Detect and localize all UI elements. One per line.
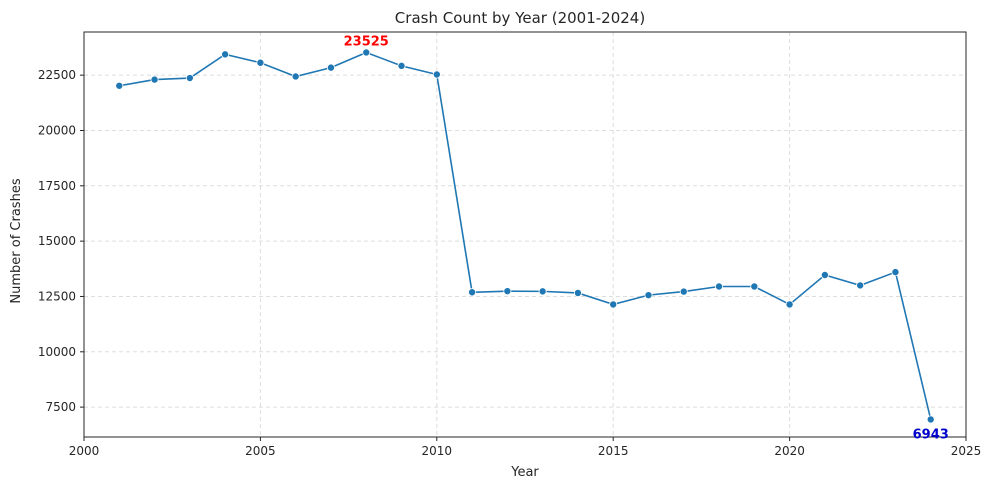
series-line-group: [119, 51, 932, 420]
data-point: [926, 415, 935, 424]
x-axis-label: Year: [510, 465, 539, 480]
data-point: [644, 291, 653, 300]
annotations: 23525 6943: [344, 34, 949, 442]
data-point: [503, 287, 512, 296]
y-tick-label: 10000: [38, 345, 76, 359]
data-point: [715, 282, 724, 291]
data-point: [397, 61, 406, 70]
data-point: [362, 48, 371, 57]
x-tick-label: 2015: [598, 444, 629, 458]
y-tick-label: 17500: [38, 179, 76, 193]
data-point: [256, 58, 265, 67]
data-label: 23525: [344, 34, 389, 49]
data-point: [468, 288, 477, 297]
y-tick-label: 15000: [38, 234, 76, 248]
y-axis-label: Number of Crashes: [9, 178, 24, 303]
y-tick-label: 22500: [38, 68, 76, 82]
data-point: [750, 282, 759, 291]
x-tick-label: 2005: [245, 444, 276, 458]
y-axis-ticks: 7500 10000 12500 15000 17500 20000 22500: [38, 68, 84, 414]
data-point: [150, 75, 159, 84]
data-point: [291, 72, 300, 81]
y-tick-label: 12500: [38, 289, 76, 303]
x-tick-label: 2020: [774, 444, 805, 458]
x-tick-label: 2000: [69, 444, 100, 458]
plot-area-frame: [83, 31, 967, 438]
data-point: [891, 268, 900, 277]
data-label: 6943: [913, 427, 949, 442]
series-markers: [115, 48, 935, 424]
x-axis-ticks: 2000 2005 2010 2015 2020 2025: [69, 437, 982, 458]
chart-title: Crash Count by Year (2001-2024): [395, 9, 645, 27]
x-tick-label: 2025: [951, 444, 982, 458]
data-point: [573, 288, 582, 297]
y-tick-label: 20000: [38, 123, 76, 137]
data-point: [221, 50, 230, 59]
data-point: [326, 63, 335, 72]
data-point: [538, 287, 547, 296]
data-point: [609, 300, 618, 309]
data-point: [785, 300, 794, 309]
data-point: [185, 74, 194, 83]
data-point: [856, 281, 865, 290]
data-point: [679, 287, 688, 296]
x-tick-label: 2010: [422, 444, 453, 458]
data-point: [115, 81, 124, 90]
series-line: [119, 51, 932, 420]
y-tick-label: 7500: [45, 400, 76, 414]
grid: [83, 32, 967, 437]
data-point: [820, 270, 829, 279]
data-point: [432, 70, 441, 79]
